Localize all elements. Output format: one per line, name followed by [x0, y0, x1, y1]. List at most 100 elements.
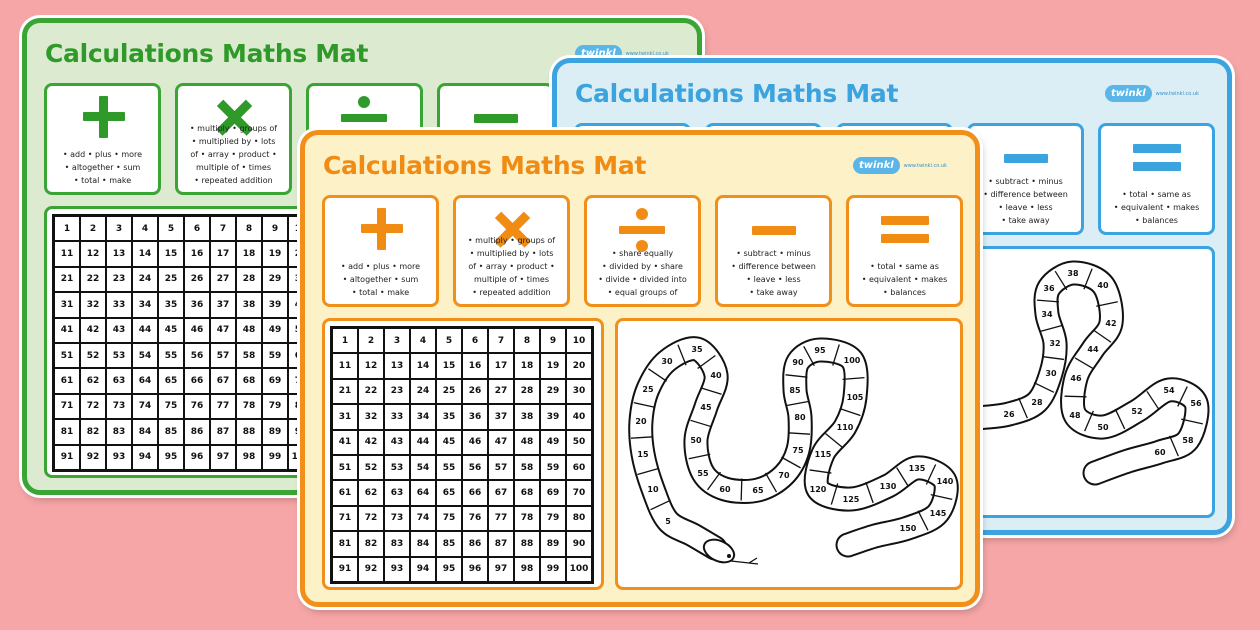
grid-cell: 8: [236, 216, 262, 242]
grid-cell: 91: [332, 556, 358, 582]
grid-cell: 95: [436, 556, 462, 582]
snake-segment-divider: [630, 436, 654, 439]
operation-word-line: • equivalent • makes: [1113, 203, 1200, 212]
grid-cell: 91: [54, 444, 80, 470]
snake-eye-icon: [727, 554, 731, 558]
plus-icon: [47, 92, 158, 142]
grid-cell: 75: [436, 505, 462, 532]
snake-number: 75: [792, 446, 804, 455]
grid-cell: 72: [358, 505, 384, 532]
snake-number: 20: [635, 417, 647, 426]
equals-icon: [1101, 132, 1212, 182]
snake-number: 80: [794, 413, 806, 422]
operation-words: • share equally • divided by • share • div…: [589, 247, 696, 299]
operation-words: • multiply • groups of • multiplied by • …: [458, 234, 565, 299]
grid-cell: 4: [410, 328, 436, 354]
grid-cell: 99: [262, 444, 288, 470]
snake-segment-divider: [1177, 386, 1188, 407]
grid-cell: 64: [132, 368, 158, 394]
grid-cell: 17: [210, 241, 236, 267]
grid-cell: 96: [184, 444, 210, 470]
grid-cell: 75: [158, 393, 184, 420]
operation-word-line: multiple of • times: [196, 163, 271, 172]
number-snake: 5 10 15 20 25 30 35 40 45 50 55 60 65 70 75 80 85 90 95 100…: [628, 336, 959, 565]
grid-cell: 89: [262, 419, 288, 445]
grid-cell: 16: [462, 353, 488, 379]
snake-number: 34: [1041, 310, 1053, 319]
equals-icon: [849, 204, 960, 254]
grid-cell: 86: [462, 531, 488, 557]
grid-cell: 90: [566, 531, 592, 557]
grid-cell: 5: [158, 216, 184, 242]
grid-cell: 81: [332, 531, 358, 557]
snake-number: 44: [1087, 345, 1099, 354]
snake-segment-divider: [740, 478, 743, 501]
grid-cell: 6: [184, 216, 210, 242]
snake-number: 125: [843, 495, 860, 504]
plus-icon: [325, 204, 436, 254]
grid-cell: 18: [514, 353, 540, 379]
snake-segment-divider: [1064, 395, 1087, 398]
snake-segment-divider: [785, 374, 808, 378]
snake-segment-divider: [637, 467, 659, 476]
grid-cell: 5: [436, 328, 462, 354]
grid-cell: 11: [54, 241, 80, 267]
grid-cell: 7: [488, 328, 514, 354]
grid-cell: 38: [236, 292, 262, 318]
operation-box-subtraction: • subtract • minus • difference between • …: [967, 123, 1084, 235]
snake-number: 5: [665, 517, 671, 526]
twinkl-url: www.twinkl.co.uk: [903, 162, 947, 169]
grid-cell: 67: [210, 368, 236, 394]
grid-cell: 93: [106, 444, 132, 470]
grid-cell: 12: [358, 353, 384, 379]
snake-segment-divider: [650, 499, 671, 511]
operation-words: • subtract • minus • difference between • …: [720, 247, 827, 299]
snake-number: 150: [900, 524, 917, 533]
grid-cell: 20: [566, 353, 592, 379]
grid-cell: 79: [540, 505, 566, 532]
snake-segment-divider: [842, 376, 865, 381]
grid-cell: 88: [514, 531, 540, 557]
grid-cell: 10: [566, 328, 592, 354]
operation-word-line: • take away: [1001, 216, 1050, 225]
snake-number: 70: [778, 471, 790, 480]
grid-cell: 14: [132, 241, 158, 267]
snake-segment-divider: [832, 344, 840, 366]
grid-cell: 9: [262, 216, 288, 242]
snake-number: 55: [697, 469, 709, 478]
snake-segment-divider: [1054, 270, 1068, 291]
snake-segment-divider: [917, 510, 929, 531]
grid-cell: 82: [358, 531, 384, 557]
grid-cell: 59: [262, 342, 288, 369]
grid-cell: 62: [358, 480, 384, 506]
operation-word-line: multiple of • times: [474, 275, 549, 284]
snake-number: 25: [642, 385, 654, 394]
grid-cell: 47: [488, 429, 514, 455]
grid-cell: 77: [210, 393, 236, 420]
snake-number: 130: [880, 482, 897, 491]
snake-number: 65: [752, 486, 764, 495]
snake-segment-divider: [896, 467, 909, 487]
grid-cell: 60: [566, 454, 592, 481]
grid-cell: 31: [332, 404, 358, 430]
operation-word-line: • balances: [883, 288, 926, 297]
grid-cell: 92: [80, 444, 106, 470]
grid-cell: 95: [158, 444, 184, 470]
grid-cell: 47: [210, 317, 236, 343]
grid-cell: 22: [358, 378, 384, 405]
grid-cell: 62: [80, 368, 106, 394]
grid-cell: 58: [514, 454, 540, 481]
operation-words: • total • same as • equivalent • makes • b…: [1103, 188, 1210, 227]
grid-cell: 38: [514, 404, 540, 430]
grid-cell: 34: [132, 292, 158, 318]
snake-segment-divider: [1083, 268, 1093, 290]
twinkl-logo-cloud: twinkl: [575, 45, 622, 62]
operation-word-line: • add • plus • more: [340, 262, 421, 271]
snake-number: 30: [661, 357, 673, 366]
grid-cell: 52: [80, 342, 106, 369]
snake-head: [702, 538, 736, 564]
grid-cell: 86: [184, 419, 210, 445]
grid-cell: 76: [462, 505, 488, 532]
grid-cell: 19: [262, 241, 288, 267]
grid-cell: 81: [54, 419, 80, 445]
